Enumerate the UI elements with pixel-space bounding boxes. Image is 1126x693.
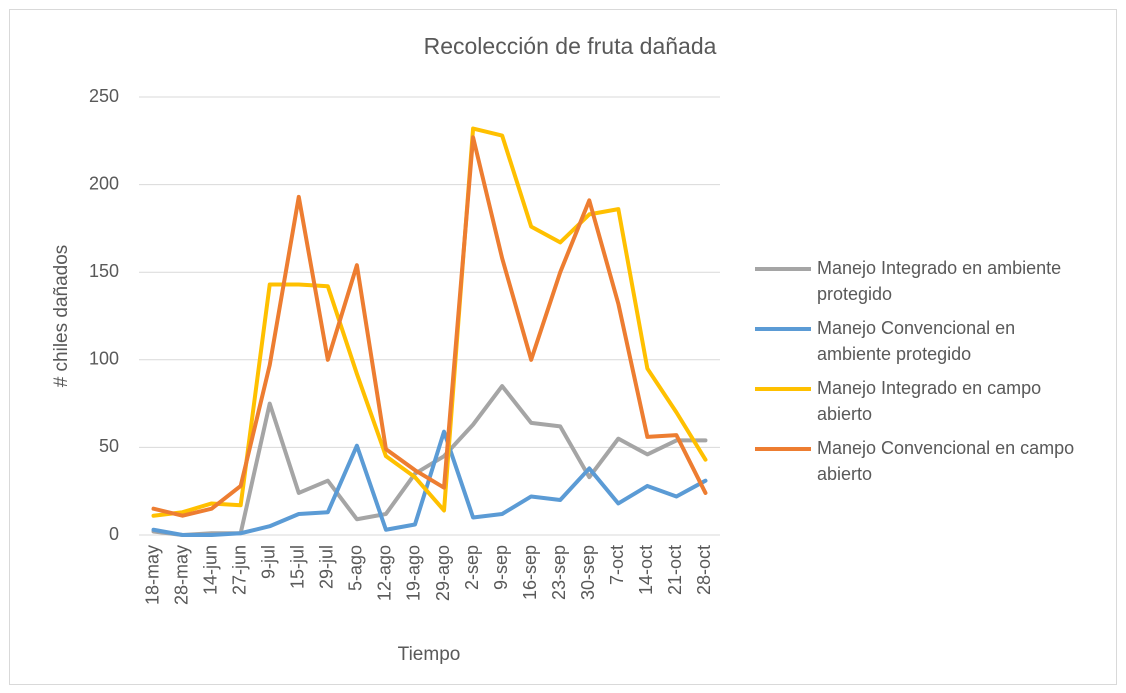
series-line — [151, 135, 708, 518]
x-tick-label: 16-sep — [520, 545, 540, 600]
x-axis-label: Tiempo — [398, 644, 461, 665]
y-tick-label: 150 — [89, 261, 119, 281]
x-tick-label: 7-oct — [607, 545, 627, 585]
x-tick-label: 12-ago — [375, 545, 395, 601]
legend-label: Manejo Integrado en campo abierto — [817, 378, 1042, 424]
legend-label: Manejo Convencional en ambiente protegid… — [817, 318, 1016, 364]
x-tick-label: 15-jul — [288, 545, 308, 589]
legend-swatch — [755, 327, 811, 331]
legend-swatch — [755, 447, 811, 451]
x-tick-label: 14-jun — [200, 545, 220, 595]
legend-label: Manejo Convencional en campo abierto — [817, 438, 1075, 484]
legend-item: Manejo Integrado en ambiente protegido — [755, 255, 1095, 307]
y-tick-label: 0 — [109, 524, 119, 544]
y-tick-label: 50 — [99, 436, 119, 456]
x-tick-label: 23-sep — [549, 545, 569, 600]
legend: Manejo Integrado en ambiente protegido Ma… — [755, 255, 1095, 495]
x-tick-label: 28-oct — [694, 545, 714, 595]
x-tick-label: 29-ago — [433, 545, 453, 601]
x-tick-label: 18-may — [142, 545, 162, 605]
x-tick-label: 29-jul — [317, 545, 337, 589]
series-line — [151, 384, 708, 537]
legend-swatch — [755, 267, 811, 271]
x-tick-label: 2-sep — [462, 545, 482, 590]
x-tick-label: 21-oct — [665, 545, 685, 595]
legend-swatch — [755, 387, 811, 391]
y-axis-label: # chiles dañados — [51, 245, 72, 388]
x-tick-label: 9-sep — [491, 545, 511, 590]
y-tick-label: 250 — [89, 86, 119, 106]
x-tick-label: 9-jul — [258, 545, 278, 579]
legend-item: Manejo Convencional en ambiente protegid… — [755, 315, 1095, 367]
legend-label: Manejo Integrado en ambiente protegido — [817, 258, 1062, 304]
legend-item: Manejo Convencional en campo abierto — [755, 435, 1095, 487]
chart-border — [9, 9, 1117, 685]
y-tick-label: 100 — [89, 349, 119, 369]
x-tick-label: 30-sep — [578, 545, 598, 600]
chart-title: Recolección de fruta dañada — [424, 33, 717, 59]
x-tick-label: 28-may — [171, 545, 191, 605]
x-tick-label: 19-ago — [404, 545, 424, 601]
x-tick-label: 5-ago — [346, 545, 366, 591]
y-tick-label: 200 — [89, 173, 119, 193]
x-tick-label: 14-oct — [636, 545, 656, 595]
x-tick-label: 27-jun — [229, 545, 249, 595]
legend-item: Manejo Integrado en campo abierto — [755, 375, 1095, 427]
